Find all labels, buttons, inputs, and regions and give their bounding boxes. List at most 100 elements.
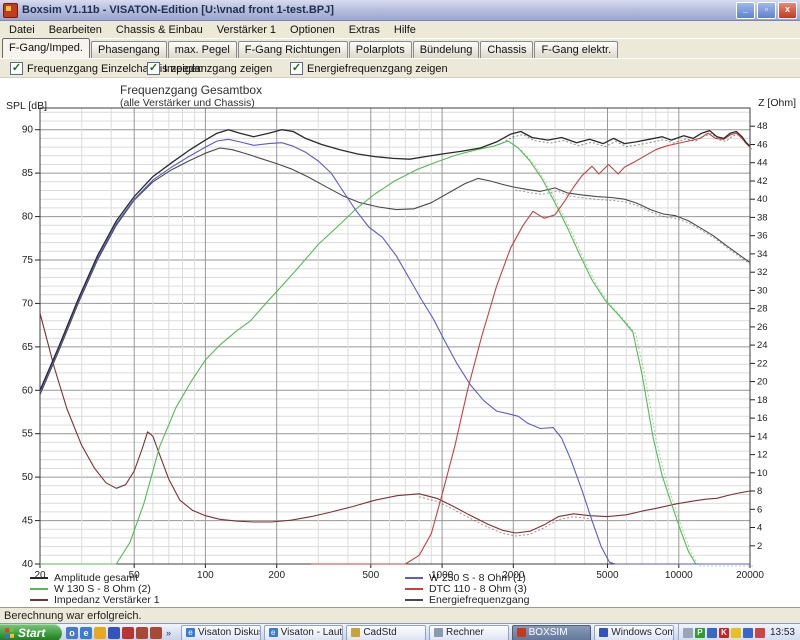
right-tick-label: 48: [757, 121, 768, 132]
minimize-button[interactable]: _: [736, 1, 755, 19]
messenger-icon[interactable]: [94, 626, 106, 639]
tray-shield-icon[interactable]: [730, 627, 741, 638]
tab-bar: F-Gang/Imped. Phasengang max. Pegel F-Ga…: [0, 38, 800, 58]
x-tick-label: 500: [362, 570, 379, 581]
checkbox-impedanzgang[interactable]: ✓ Impedanzgang zeigen: [147, 62, 272, 75]
left-tick-label: 55: [22, 429, 34, 440]
checkbox-glyph[interactable]: ✓: [147, 62, 160, 75]
legend-line-swatch: [405, 587, 423, 590]
legend-item: DTC 110 - 8 Ohm (3): [405, 583, 529, 595]
checkbox-energiefrequenzgang[interactable]: ✓ Energiefrequenzgang zeigen: [290, 62, 448, 75]
menu-extras[interactable]: Extras: [348, 23, 380, 36]
tab-buendelung[interactable]: Bündelung: [412, 41, 480, 58]
right-tick-label: 22: [757, 358, 768, 369]
legend-item: Impedanz Verstärker 1: [30, 594, 160, 606]
task-label: BOXSIM: [528, 627, 568, 638]
menu-verstaerker[interactable]: Verstärker 1: [216, 23, 277, 36]
tray-blue-icon[interactable]: [706, 627, 717, 638]
close-button[interactable]: x: [778, 1, 797, 19]
right-axis-label: Z [Ohm]: [758, 97, 796, 109]
w-250-s-8-ohm-1-curve: [39, 138, 750, 565]
menu-chassis-einbau[interactable]: Chassis & Einbau: [115, 23, 203, 36]
x-tick-label: 2000: [502, 570, 525, 581]
chart-subtitle: (alle Verstärker und Chassis): [120, 97, 255, 109]
x-tick-label: 200: [268, 570, 285, 581]
tab-max-pegel[interactable]: max. Pegel: [167, 41, 237, 58]
disk-tool-icon[interactable]: [108, 626, 120, 639]
task-icon: [433, 628, 443, 637]
left-tick-label: 50: [22, 472, 34, 483]
legend-left-column: Amplitude gesamt W 130 S - 8 Ohm (2) Imp…: [30, 572, 160, 606]
tab-fgang-elektr[interactable]: F-Gang elektr.: [534, 41, 619, 58]
legend-line-swatch: [30, 598, 48, 601]
right-tick-label: 34: [757, 249, 768, 260]
tray-p-icon[interactable]: P: [694, 627, 705, 638]
amplitude-gesamt-curve: [39, 129, 751, 391]
legend-item: W 130 S - 8 Ohm (2): [30, 582, 160, 595]
right-tick-label: 16: [757, 413, 768, 424]
menu-bearbeiten[interactable]: Bearbeiten: [48, 23, 102, 36]
media-player-icon[interactable]: o: [66, 626, 78, 639]
x-tick-label: 50: [129, 570, 141, 581]
quick-launch-overflow-chevron[interactable]: »: [166, 627, 172, 638]
maximize-button[interactable]: ▫: [757, 1, 776, 19]
app-grid2-icon[interactable]: [150, 626, 162, 639]
right-tick-label: 40: [757, 194, 768, 205]
system-tray: P K 13:53: [677, 624, 800, 640]
taskbar-task-rechner[interactable]: Rechner: [428, 624, 509, 640]
start-button[interactable]: Start: [0, 623, 62, 640]
taskbar-task-boxsim[interactable]: BOXSIM: [511, 624, 592, 640]
dotted-variant-curve: [515, 189, 753, 267]
right-tick-label: 30: [757, 285, 768, 296]
right-tick-label: 10: [757, 468, 768, 479]
left-axis-label: SPL [dB]: [6, 100, 48, 112]
tray-gray-icon[interactable]: [682, 627, 693, 638]
menu-hilfe[interactable]: Hilfe: [393, 23, 416, 36]
tray-k-icon[interactable]: K: [718, 627, 729, 638]
status-text: Berechnung war erfolgreich.: [4, 609, 142, 622]
tab-phasengang[interactable]: Phasengang: [90, 41, 167, 58]
temp-tool-icon[interactable]: [122, 626, 134, 639]
right-tick-label: 12: [757, 450, 768, 461]
start-label: Start: [18, 625, 46, 640]
internet-explorer-icon[interactable]: e: [80, 626, 92, 639]
frequency-response-chart: 4045505560657075808590246810121416182022…: [22, 107, 768, 581]
tab-polarplots[interactable]: Polarplots: [348, 41, 412, 58]
task-label: CadStd: [363, 627, 397, 638]
checkbox-glyph[interactable]: ✓: [10, 62, 23, 75]
left-tick-label: 80: [22, 212, 34, 223]
checkbox-glyph[interactable]: ✓: [290, 62, 303, 75]
right-tick-label: 4: [757, 523, 762, 534]
tab-fgang-richtungen[interactable]: F-Gang Richtungen: [237, 41, 348, 58]
taskbar-task-cadstd[interactable]: CadStd: [346, 624, 426, 640]
right-tick-label: 38: [757, 212, 768, 223]
taskbar-clock: 13:53: [769, 627, 795, 638]
menu-optionen[interactable]: Optionen: [290, 23, 335, 36]
legend-label: W 250 S - 8 Ohm (1): [429, 571, 526, 584]
menu-bar: Datei Bearbeiten Chassis & Einbau Verstä…: [0, 21, 800, 39]
left-tick-label: 85: [22, 168, 34, 179]
task-icon: e: [268, 628, 278, 637]
left-tick-label: 40: [22, 559, 34, 570]
dtc-110-8-ohm-3-curve: [311, 132, 751, 565]
left-tick-label: 90: [22, 125, 34, 136]
tab-fgang-imped[interactable]: F-Gang/Imped.: [2, 38, 90, 58]
tray-red-icon[interactable]: [754, 627, 765, 638]
legend-label: W 130 S - 8 Ohm (2): [54, 582, 151, 595]
tab-chassis[interactable]: Chassis: [480, 41, 534, 58]
energiefrequenzgang-curve: [39, 147, 751, 395]
right-tick-label: 8: [757, 486, 762, 497]
windows-flag-icon: [5, 627, 15, 638]
tray-user-icon[interactable]: [742, 627, 753, 638]
legend-item: Energiefrequenzgang: [405, 594, 529, 606]
taskbar-task-windows-comm[interactable]: Windows Comm...: [594, 624, 674, 640]
task-icon: [599, 628, 609, 637]
x-tick-label: 20: [34, 570, 46, 581]
app-grid-icon[interactable]: [136, 626, 148, 639]
x-tick-label: 1000: [431, 570, 454, 581]
menu-datei[interactable]: Datei: [9, 23, 35, 36]
